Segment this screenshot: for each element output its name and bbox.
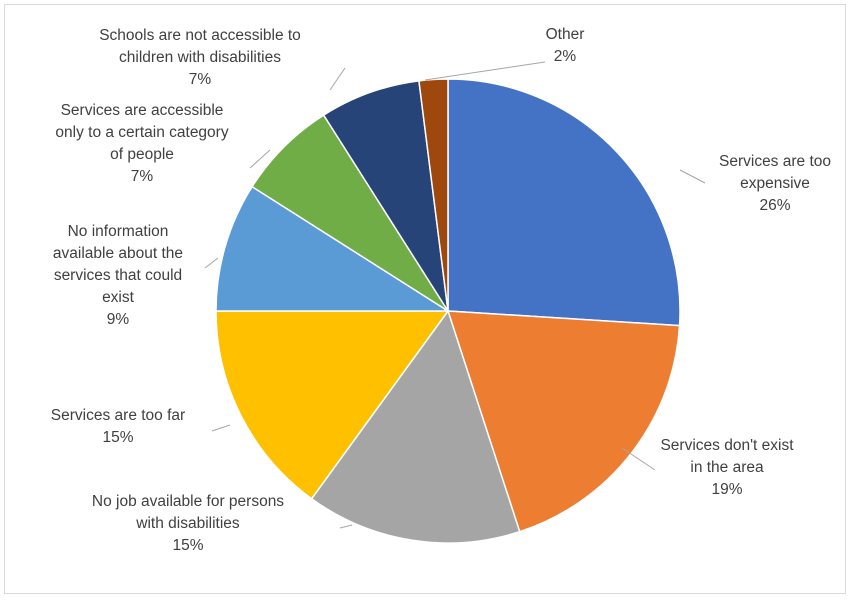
- leader-lines: [204, 61, 706, 529]
- data-label-text: of people: [110, 146, 174, 163]
- data-label-2: Services don't exist in the area 19%: [660, 437, 794, 498]
- data-label-5: No information available about the service…: [53, 223, 183, 328]
- data-label-text: exist: [102, 289, 135, 306]
- data-label-value: 15%: [102, 429, 133, 446]
- data-label-text: children with disabilities: [119, 49, 281, 66]
- data-label-text: expensive: [740, 175, 810, 192]
- data-label-text: Services are accessible: [61, 102, 224, 119]
- data-label-3: No job available for persons with disabil…: [92, 493, 284, 554]
- data-label-8: Other 2%: [546, 26, 585, 65]
- data-label-value: 7%: [131, 168, 154, 185]
- pie-slice-8: [418, 78, 449, 312]
- data-label-text: No information: [68, 223, 169, 240]
- data-label-text: No job available for persons: [92, 493, 284, 510]
- data-label-text: Other: [546, 26, 585, 43]
- pie-slice-3: [310, 309, 521, 544]
- leader-line-3: [339, 524, 353, 529]
- leader-line-6: [249, 149, 271, 169]
- data-labels: Services are too expensive 26% Services don…: [51, 26, 831, 554]
- data-label-text: available about the: [53, 245, 183, 262]
- pie-slice-2: [446, 310, 681, 533]
- leader-line-2: [621, 447, 656, 471]
- data-label-1: Services are too expensive 26%: [719, 153, 831, 214]
- leader-line-8: [424, 61, 546, 81]
- leader-line-7: [329, 67, 346, 91]
- leader-line-5: [204, 257, 219, 269]
- leader-line-4: [211, 424, 231, 432]
- data-label-value: 15%: [172, 537, 203, 554]
- data-label-text: in the area: [690, 459, 764, 476]
- data-label-4: Services are too far 15%: [51, 407, 185, 446]
- pie-slice-5: [215, 185, 451, 312]
- leader-line-1: [679, 169, 706, 184]
- data-label-value: 7%: [189, 71, 212, 88]
- pie-slice-4: [215, 310, 450, 500]
- data-label-text: Schools are not accessible to: [99, 27, 301, 44]
- data-label-6: Services are accessible only to a certain…: [55, 102, 228, 185]
- pie-slice-6: [251, 114, 449, 312]
- data-label-value: 19%: [711, 481, 742, 498]
- pie-slice-1: [447, 78, 681, 327]
- data-label-text: Services are too: [719, 153, 831, 170]
- data-label-value: 9%: [107, 311, 130, 328]
- pie-slice-7: [322, 79, 449, 312]
- data-label-text: Services don't exist: [660, 437, 794, 454]
- pie-slices: [215, 78, 681, 544]
- data-label-value: 26%: [759, 197, 790, 214]
- data-label-7: Schools are not accessible to children wi…: [99, 27, 301, 88]
- data-label-text: with disabilities: [135, 515, 240, 532]
- data-label-text: services that could: [54, 267, 182, 284]
- data-label-text: only to a certain category: [55, 124, 228, 141]
- data-label-value: 2%: [554, 48, 577, 65]
- data-label-text: Services are too far: [51, 407, 185, 424]
